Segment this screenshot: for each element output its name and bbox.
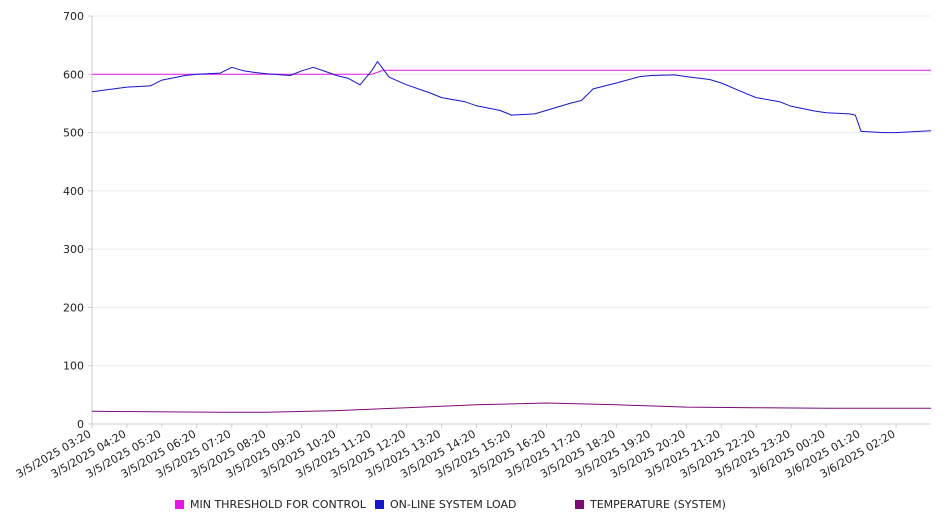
y-tick-label: 600 <box>63 68 84 81</box>
y-tick-label: 0 <box>77 418 84 431</box>
chart-legend: MIN THRESHOLD FOR CONTROL ON-LINE SYSTEM… <box>0 498 946 518</box>
y-tick-label: 500 <box>63 127 84 140</box>
y-tick-label: 700 <box>63 10 84 23</box>
series-line-0 <box>92 69 931 75</box>
grid-lines <box>88 15 931 425</box>
legend-label-temperature: TEMPERATURE (SYSTEM) <box>590 498 726 511</box>
legend-label-min-threshold: MIN THRESHOLD FOR CONTROL <box>190 498 366 511</box>
y-tick-labels: 0 100 200 300 400 500 600 700 <box>63 10 84 431</box>
legend-item-system-load: ON-LINE SYSTEM LOAD <box>375 498 516 511</box>
y-tick-label: 400 <box>63 185 84 198</box>
legend-swatch-min-threshold <box>175 500 184 509</box>
x-tick-labels: 3/5/2025 03:203/5/2025 04:203/5/2025 05:… <box>14 427 898 481</box>
axes <box>91 16 931 428</box>
series-line-2 <box>91 402 931 413</box>
legend-item-temperature: TEMPERATURE (SYSTEM) <box>575 498 726 511</box>
legend-item-min-threshold: MIN THRESHOLD FOR CONTROL <box>175 498 366 511</box>
series-line-1 <box>91 61 932 134</box>
y-tick-label: 100 <box>63 360 84 373</box>
y-tick-label: 200 <box>63 301 84 314</box>
legend-swatch-temperature <box>575 500 584 509</box>
legend-label-system-load: ON-LINE SYSTEM LOAD <box>390 498 517 511</box>
legend-swatch-system-load <box>375 500 384 509</box>
y-tick-label: 300 <box>63 243 84 256</box>
series-lines <box>91 61 932 413</box>
